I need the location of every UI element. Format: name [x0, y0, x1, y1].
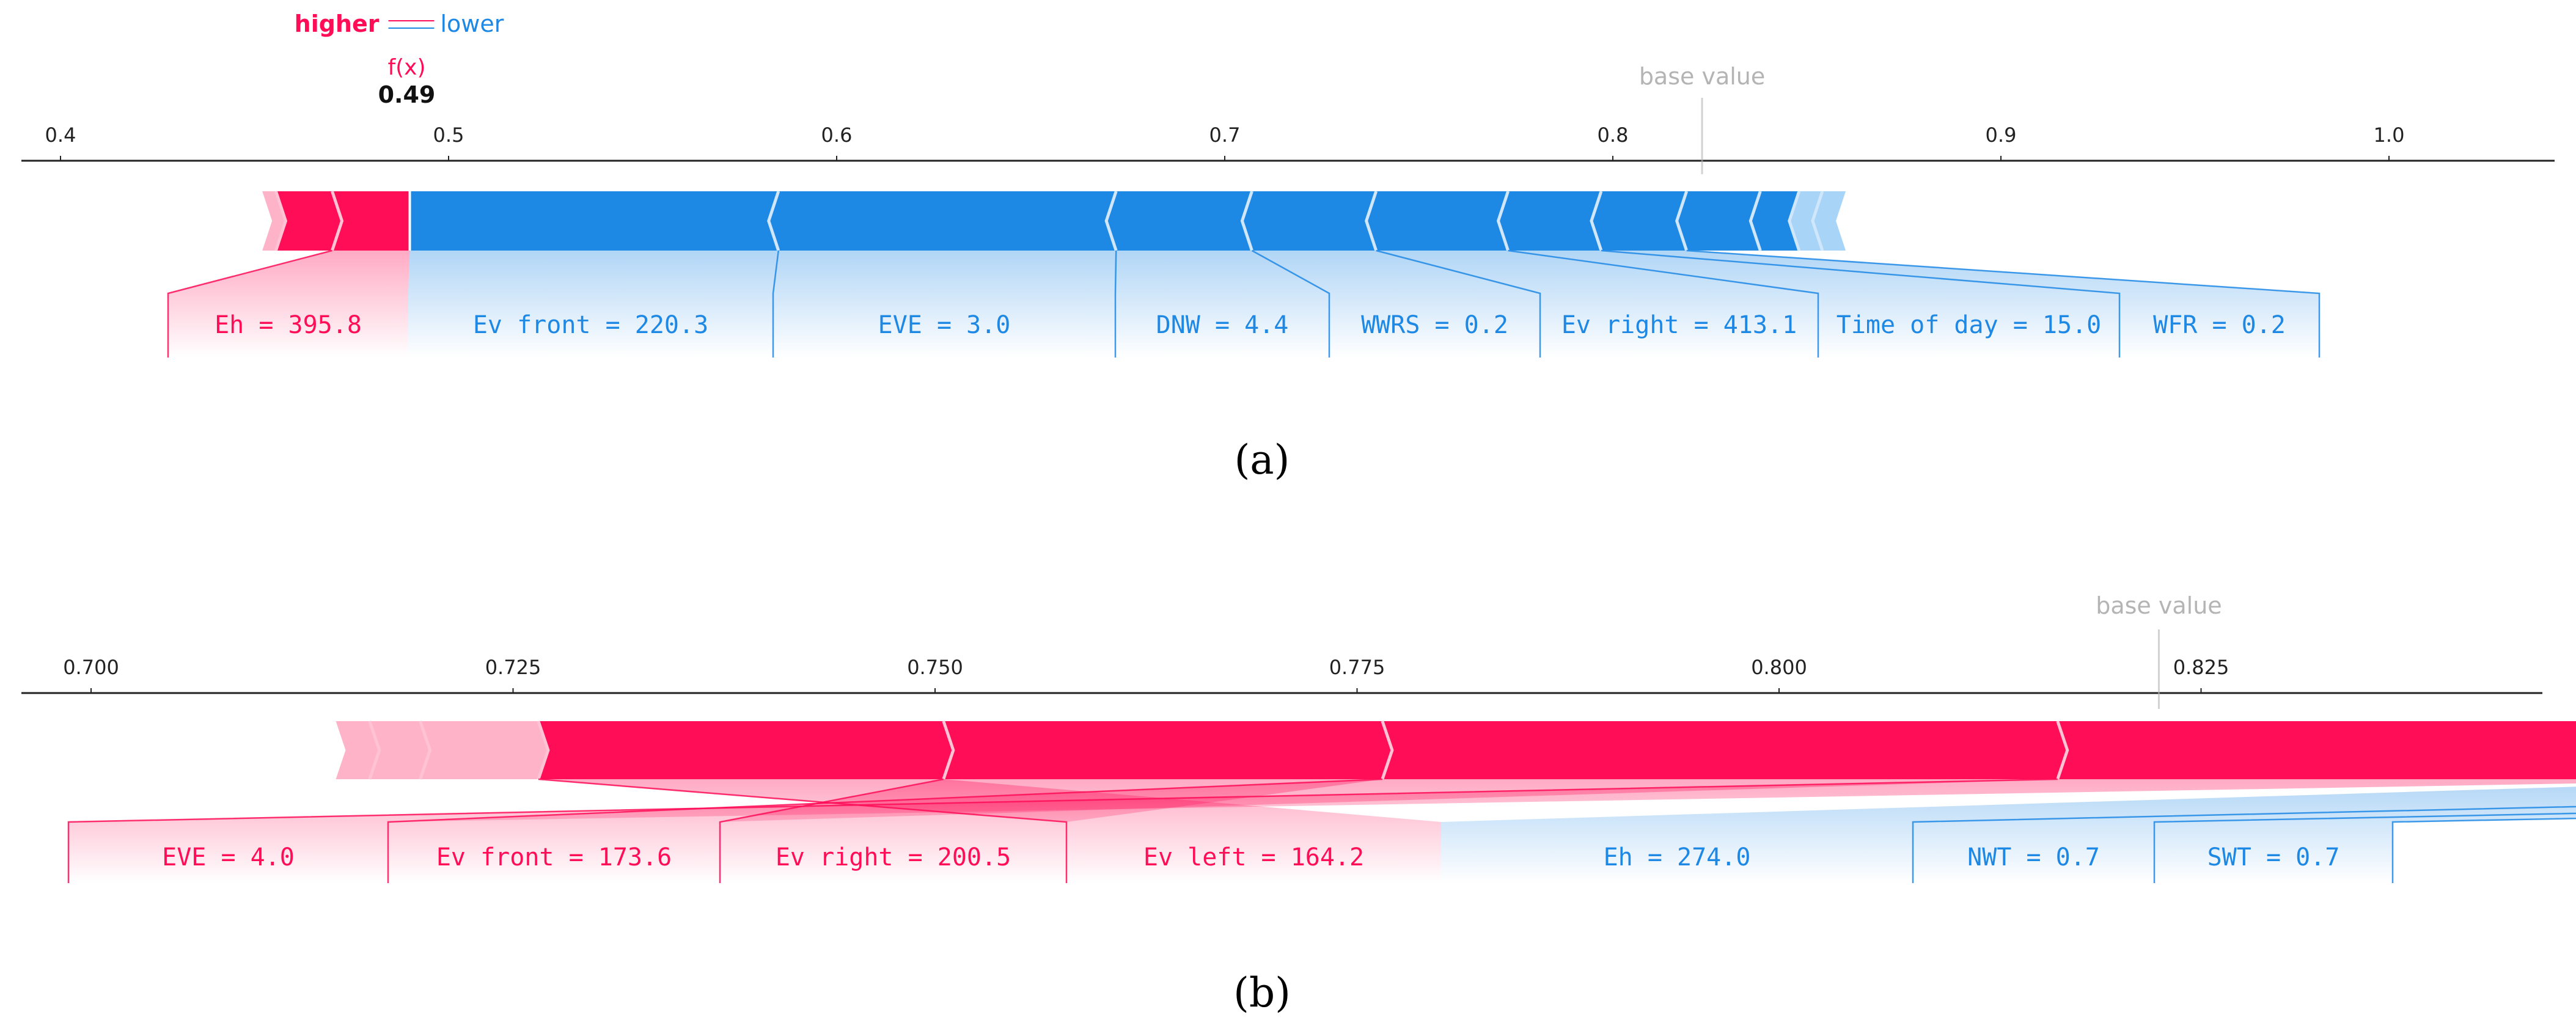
- feature-connector: [167, 249, 332, 358]
- positive-feature-chevron: [368, 721, 381, 780]
- negative-label-region: [1601, 251, 2319, 358]
- negative-feature-chevron: [1788, 191, 1801, 251]
- legend-lower: lower: [441, 10, 504, 37]
- feature-connector: [1686, 249, 2321, 358]
- feature-label: Ev right = 413.1: [1561, 311, 1797, 339]
- x-tick-label: 0.825: [2173, 656, 2229, 679]
- negative-feature-chevron: [1811, 191, 1824, 251]
- x-tick-label: 0.8: [1598, 123, 1629, 147]
- feature-label: Ev right = 200.5: [776, 843, 1011, 871]
- base-value-label: base value: [1639, 63, 1765, 90]
- positive-feature-chevron: [331, 191, 344, 251]
- negative-label-region: [408, 251, 779, 358]
- negative-feature-chevron: [767, 191, 780, 251]
- feature-connector: [538, 778, 1068, 883]
- negative-feature-bar: [1789, 191, 1822, 251]
- positive-feature-bar: [1382, 721, 2068, 779]
- negative-feature-chevron: [1365, 191, 1378, 251]
- feature-label: SWT = 0.7: [2207, 843, 2340, 871]
- positive-feature-bar: [336, 721, 380, 779]
- feature-label: NWT = 0.7: [1967, 843, 2100, 871]
- positive-feature-bar: [2057, 721, 2576, 779]
- negative-feature-bar: [1676, 191, 1761, 251]
- x-tick-label: 0.750: [907, 656, 963, 679]
- negative-feature-chevron: [1240, 191, 1253, 251]
- feature-label: Eh = 395.8: [215, 311, 362, 339]
- panel-b: 0.7000.7250.7500.7750.8000.8250.8500.875…: [21, 592, 2576, 883]
- x-tick-label: 0.800: [1751, 656, 1807, 679]
- negative-feature-bar: [1242, 191, 1376, 251]
- x-tick-label: 0.7: [1209, 123, 1241, 147]
- negative-feature-bar: [1812, 191, 1846, 251]
- feature-label: Ev front = 220.3: [473, 311, 708, 339]
- feature-label: WWRS = 0.2: [1361, 311, 1508, 339]
- x-tick-label: 0.775: [1329, 656, 1385, 679]
- negative-label-region: [1376, 251, 1818, 358]
- negative-label-region: [1913, 806, 2576, 883]
- negative-feature-bar: [1366, 191, 1508, 251]
- negative-feature-bar: [1750, 191, 1799, 251]
- positive-feature-chevron: [942, 721, 955, 780]
- caption-b: (b): [1233, 969, 1291, 1016]
- x-tick-label: 0.5: [433, 123, 464, 147]
- positive-feature-bar: [332, 191, 410, 251]
- positive-feature-chevron: [537, 721, 550, 780]
- feature-label: EVE = 4.0: [162, 843, 295, 871]
- x-tick-label: 0.700: [63, 656, 119, 679]
- negative-label-region: [1441, 787, 2576, 883]
- x-tick-label: 1.0: [2374, 123, 2405, 147]
- feature-label: DNW = 4.4: [1156, 311, 1289, 339]
- feature-label: Ev left = 164.2: [1143, 843, 1364, 871]
- x-tick-label: 0.6: [821, 123, 853, 147]
- feature-label: Time of day = 15.0: [1837, 311, 2101, 339]
- x-tick-label: 0.9: [1986, 123, 2017, 147]
- negative-feature-bar: [409, 191, 779, 251]
- positive-feature-chevron: [2056, 721, 2069, 780]
- negative-feature-chevron: [1590, 191, 1603, 251]
- x-tick-label: 0.4: [45, 123, 76, 147]
- negative-feature-chevron: [1104, 191, 1118, 251]
- positive-feature-bar: [276, 191, 342, 251]
- positive-feature-chevron: [1381, 721, 1394, 780]
- negative-feature-chevron: [1496, 191, 1510, 251]
- legend-higher: higher: [295, 10, 380, 37]
- negative-feature-chevron: [1749, 191, 1762, 251]
- negative-feature-bar: [768, 191, 1117, 251]
- negative-label-region: [1115, 251, 1329, 358]
- negative-feature-bar: [1498, 191, 1601, 251]
- positive-feature-bar: [369, 721, 430, 779]
- negative-feature-chevron: [1675, 191, 1689, 251]
- positive-feature-chevron: [274, 191, 288, 251]
- negative-feature-bar: [1591, 191, 1687, 251]
- negative-feature-bar: [1106, 191, 1252, 251]
- positive-feature-bar: [943, 721, 1392, 779]
- fx-value: 0.49: [378, 81, 436, 108]
- x-tick-label: 0.725: [485, 656, 541, 679]
- negative-label-region: [773, 251, 1117, 358]
- positive-feature-chevron: [419, 721, 432, 780]
- negative-label-region: [2154, 813, 2576, 883]
- positive-label-region: [168, 251, 410, 358]
- fx-label: f(x): [387, 55, 425, 80]
- negative-label-region: [1252, 251, 1540, 358]
- negative-label-region: [1508, 251, 2119, 358]
- feature-label: Ev front = 173.6: [436, 843, 672, 871]
- panel-a: 0.4 0.5 0.6 0.7 0.8 0.9 1.0 base value f(x)0.49 h…: [21, 10, 2555, 358]
- positive-feature-bar: [538, 721, 953, 779]
- caption-a: (a): [1235, 436, 1290, 483]
- feature-label: Eh = 274.0: [1604, 843, 1751, 871]
- positive-feature-bar: [420, 721, 548, 779]
- feature-label: WFR = 0.2: [2153, 311, 2286, 339]
- positive-label-region: [538, 779, 1442, 883]
- base-value-label: base value: [2096, 592, 2222, 619]
- feature-label: EVE = 3.0: [878, 311, 1011, 339]
- feature-connector: [2391, 817, 2576, 883]
